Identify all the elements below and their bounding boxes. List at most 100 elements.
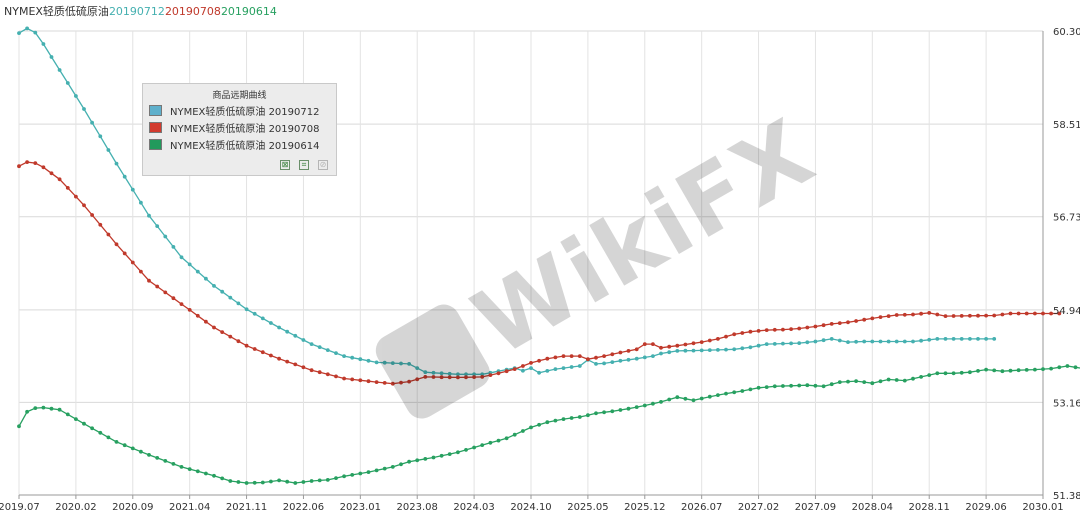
data-point (1008, 311, 1013, 316)
data-point (382, 360, 387, 365)
data-point (334, 374, 338, 379)
data-point (17, 424, 21, 429)
data-point (756, 343, 761, 348)
disabled-tool-icon: ⊘ (318, 160, 328, 170)
legend-item[interactable]: NYMEX轻质低硫原油 20190712 (143, 102, 336, 119)
data-point (959, 314, 964, 318)
data-point (878, 315, 883, 319)
data-point (1041, 311, 1045, 316)
data-point (49, 406, 54, 411)
data-point (919, 375, 923, 379)
crop-icon[interactable]: ⌗ (299, 160, 309, 170)
data-point (1073, 365, 1078, 370)
data-point (634, 356, 639, 361)
data-point (163, 459, 168, 463)
data-point (943, 371, 948, 376)
data-point (691, 348, 696, 353)
data-point (976, 369, 980, 373)
data-point (220, 330, 225, 334)
data-point (667, 350, 672, 355)
data-point (269, 321, 273, 325)
data-point (41, 405, 46, 410)
series-2 (17, 160, 1062, 386)
data-point (285, 329, 290, 334)
data-point (683, 348, 688, 353)
legend-swatch (149, 105, 162, 116)
data-point (90, 120, 94, 125)
x-tick-label: 2026.07 (681, 502, 722, 513)
data-point (309, 368, 314, 373)
data-point (325, 478, 330, 482)
data-point (147, 278, 151, 283)
data-point (545, 369, 550, 373)
data-point (399, 361, 403, 366)
data-point (244, 481, 249, 485)
data-point (57, 68, 62, 72)
data-point (252, 480, 257, 485)
data-point (139, 449, 143, 454)
data-point (317, 478, 322, 483)
data-point (764, 328, 769, 332)
data-point (464, 448, 468, 452)
data-point (212, 473, 216, 478)
data-point (789, 383, 793, 388)
data-point (301, 365, 306, 370)
chart-grid (18, 30, 1044, 496)
chart-series (17, 26, 1080, 485)
data-point (732, 332, 737, 337)
data-point (334, 476, 338, 480)
legend-title: 商品远期曲线 (212, 91, 267, 101)
data-point (512, 367, 517, 371)
data-point (521, 368, 525, 373)
data-point (951, 371, 956, 376)
data-point (65, 81, 70, 85)
data-point (724, 334, 728, 339)
data-point (171, 245, 176, 249)
data-point (220, 476, 225, 481)
data-point (545, 420, 550, 425)
data-point (1016, 311, 1021, 316)
data-point (642, 342, 647, 346)
data-point (602, 410, 606, 415)
data-point (195, 469, 200, 474)
data-point (350, 473, 355, 477)
data-point (187, 467, 192, 471)
legend-swatch (149, 122, 162, 133)
data-point (1049, 366, 1053, 371)
data-point (740, 346, 745, 351)
data-point (894, 339, 899, 344)
data-point (204, 471, 208, 476)
data-point (399, 462, 403, 467)
data-point (65, 186, 70, 190)
data-point (252, 347, 257, 351)
legend-item[interactable]: NYMEX轻质低硫原油 20190708 (143, 119, 336, 136)
data-point (805, 383, 810, 388)
data-point (277, 325, 281, 330)
data-point (618, 358, 623, 363)
data-point (943, 314, 948, 318)
data-point (431, 370, 436, 375)
data-point (667, 397, 672, 402)
data-point (423, 370, 428, 375)
data-point (1065, 364, 1070, 368)
data-point (651, 342, 655, 346)
data-point (821, 338, 826, 343)
chart-legend[interactable]: 商品远期曲线 NYMEX轻质低硫原油 20190712 NYMEX轻质低硫原油 … (142, 83, 337, 176)
data-point (260, 316, 265, 321)
data-point (82, 107, 86, 111)
data-point (106, 148, 111, 152)
data-point (748, 329, 753, 334)
export-icon[interactable]: ⊠ (280, 160, 290, 170)
data-point (951, 337, 956, 341)
data-point (675, 395, 680, 400)
data-point (951, 314, 956, 318)
data-point (626, 406, 631, 411)
data-point (902, 378, 907, 383)
data-point (854, 379, 858, 383)
data-point (772, 327, 777, 332)
legend-item[interactable]: NYMEX轻质低硫原油 20190614 (143, 136, 336, 153)
x-tick-label: 2028.04 (852, 502, 893, 513)
data-point (878, 339, 883, 344)
x-tick-label: 2020.09 (112, 502, 153, 513)
data-point (496, 438, 501, 443)
